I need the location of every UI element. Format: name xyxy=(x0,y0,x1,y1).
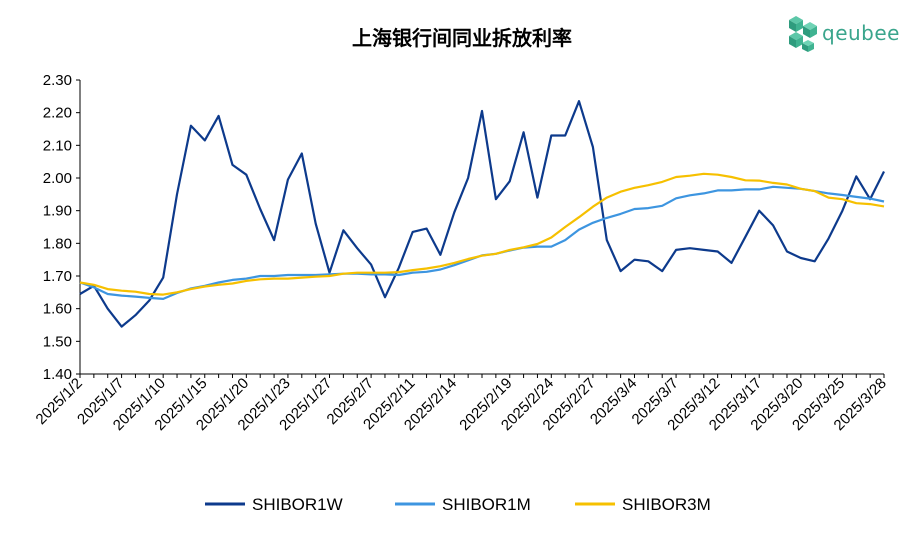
y-tick-label: 1.80 xyxy=(43,235,72,252)
legend-label-shibor3m: SHIBOR3M xyxy=(622,495,711,514)
series-lines xyxy=(79,100,885,328)
chart-legend: SHIBOR1W SHIBOR1M SHIBOR3M xyxy=(205,495,711,514)
series-line-shibor3m xyxy=(79,172,885,296)
series-line-shibor1w xyxy=(79,100,885,328)
y-tick-label: 1.90 xyxy=(43,203,72,220)
brand-logo-text: qeubee xyxy=(822,21,900,45)
y-tick-label: 2.20 xyxy=(43,105,72,122)
brand-logo: qeubee xyxy=(786,14,916,58)
y-tick-label: 2.10 xyxy=(43,137,72,154)
legend-label-shibor1w: SHIBOR1W xyxy=(252,495,343,514)
y-tick-label: 2.30 xyxy=(43,72,72,89)
x-axis-ticks: 2025/1/22025/1/72025/1/102025/1/152025/1… xyxy=(33,374,890,434)
y-tick-label: 1.40 xyxy=(43,366,72,383)
y-tick-label: 1.70 xyxy=(43,268,72,285)
chart-title: 上海银行间同业拆放利率 xyxy=(352,26,572,50)
y-axis-ticks: 1.40 1.50 1.60 1.70 1.80 1.90 2.00 2.10 2.20 2.30 xyxy=(43,72,80,383)
legend-label-shibor1m: SHIBOR1M xyxy=(442,495,531,514)
y-tick-label: 2.00 xyxy=(43,170,72,187)
series-line-shibor1m xyxy=(79,185,885,300)
cube-cluster-icon xyxy=(789,16,817,52)
y-tick-label: 1.60 xyxy=(43,301,72,318)
y-tick-label: 1.50 xyxy=(43,333,72,350)
chart-axes xyxy=(79,80,884,375)
